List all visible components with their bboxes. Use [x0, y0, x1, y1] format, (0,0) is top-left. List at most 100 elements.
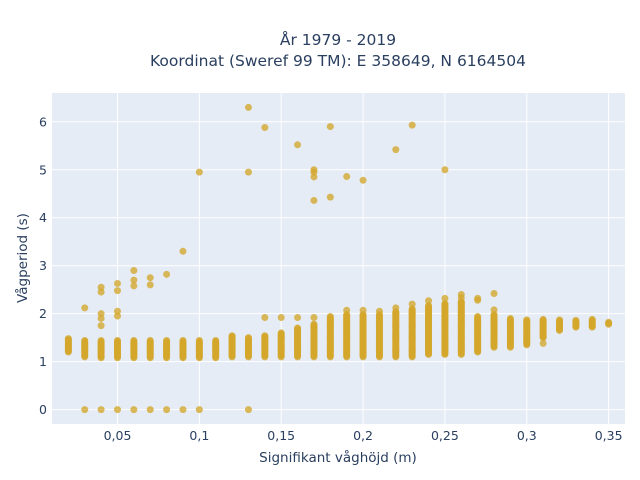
data-point [130, 266, 138, 274]
data-point [539, 315, 547, 323]
data-point [375, 307, 383, 315]
data-point [113, 287, 121, 295]
data-point [97, 310, 105, 318]
x-tick-label: 0,15 [267, 428, 295, 443]
data-point [310, 166, 318, 174]
data-point [81, 304, 89, 312]
data-point [97, 283, 105, 291]
data-point [163, 406, 171, 414]
plot-area [52, 93, 625, 424]
data-point [326, 193, 334, 201]
data-point [261, 124, 269, 132]
y-tick-label: 4 [39, 210, 47, 225]
data-point [588, 315, 596, 323]
chart-title-line-2: Koordinat (Sweref 99 TM): E 358649, N 61… [150, 52, 526, 70]
data-point [425, 297, 433, 305]
x-tick-label: 0,05 [104, 428, 132, 443]
data-point [392, 304, 400, 312]
data-point [113, 312, 121, 320]
data-point [490, 311, 498, 319]
data-point [244, 168, 252, 176]
data-point [146, 274, 154, 282]
y-tick-label: 6 [39, 114, 47, 129]
data-point [310, 320, 318, 328]
data-point [179, 337, 187, 345]
data-point [130, 282, 138, 290]
data-point [490, 306, 498, 314]
data-point [64, 335, 72, 343]
data-point [490, 290, 498, 298]
y-tick-label: 3 [39, 258, 47, 273]
data-point [474, 294, 482, 302]
data-point [179, 247, 187, 255]
data-point [277, 314, 285, 321]
data-point [130, 276, 138, 284]
data-point [556, 316, 564, 324]
data-point [113, 279, 121, 287]
data-point [113, 406, 121, 414]
data-point [441, 166, 449, 174]
data-point [294, 324, 302, 332]
data-point [130, 337, 138, 345]
data-point [441, 300, 449, 308]
y-tick-label: 1 [39, 354, 47, 369]
data-point [163, 337, 171, 345]
y-tick-label: 2 [39, 306, 47, 321]
data-point [97, 322, 105, 330]
data-point [310, 314, 318, 321]
y-tick-label: 5 [39, 162, 47, 177]
data-point [146, 281, 154, 289]
data-point [195, 337, 203, 345]
data-point [261, 332, 269, 340]
data-point [343, 306, 351, 314]
data-point [326, 123, 334, 131]
data-point [572, 316, 580, 324]
data-point [605, 318, 613, 326]
y-axis-title: Vågperiod (s) [14, 213, 31, 303]
data-point [244, 406, 252, 414]
data-point [310, 196, 318, 204]
grid-lines [52, 93, 625, 424]
x-axis-title: Signifikant våghöjd (m) [259, 449, 417, 466]
data-point [294, 314, 302, 321]
data-point [228, 332, 236, 340]
data-point [343, 172, 351, 180]
data-point [163, 270, 171, 278]
data-point [244, 103, 252, 111]
data-point [81, 406, 89, 414]
x-tick-label: 0,25 [431, 428, 459, 443]
data-point [212, 337, 220, 345]
data-point [195, 406, 203, 414]
x-tick-label: 0,1 [189, 428, 209, 443]
data-point [425, 302, 433, 310]
data-point [310, 173, 318, 181]
data-point [474, 313, 482, 321]
data-point [261, 314, 269, 321]
tick-labels: 0,05 0,1 0,15 0,2 0,25 0,3 0,35 0 1 2 3 4 5 6 [39, 114, 623, 443]
data-point [359, 176, 367, 184]
data-point [244, 334, 252, 342]
chart-title-line-1: År 1979 - 2019 [280, 30, 396, 49]
x-tick-label: 0,3 [517, 428, 537, 443]
data-point [294, 141, 302, 149]
data-point [441, 294, 449, 302]
data-point [523, 316, 531, 324]
data-point [408, 300, 416, 308]
data-point [97, 406, 105, 414]
data-points [64, 103, 613, 414]
data-point [179, 406, 187, 414]
data-point [195, 168, 203, 176]
data-point [392, 146, 400, 154]
y-tick-label: 0 [39, 402, 47, 417]
x-tick-label: 0,35 [595, 428, 623, 443]
data-point [539, 339, 547, 347]
data-point [359, 306, 367, 314]
data-point [457, 290, 465, 298]
data-point [146, 406, 154, 414]
data-point [277, 329, 285, 337]
data-point [113, 307, 121, 315]
data-point [130, 406, 138, 414]
data-point [113, 337, 121, 345]
data-point [146, 337, 154, 345]
